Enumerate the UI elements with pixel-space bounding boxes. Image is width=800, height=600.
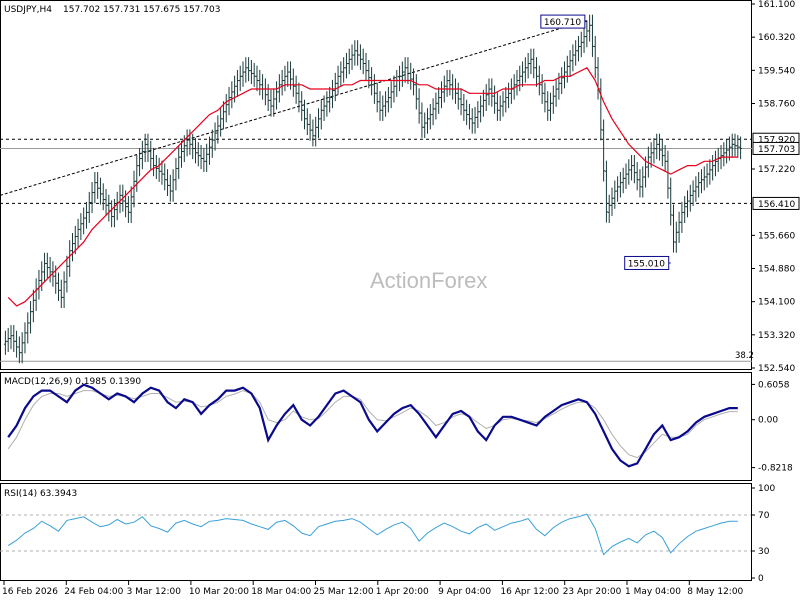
rsi-line bbox=[7, 513, 738, 556]
rsi-axis-label-1: 70 bbox=[758, 511, 770, 521]
price-axis-label-2: 159.540 bbox=[758, 66, 795, 76]
macd-layer bbox=[7, 383, 738, 468]
price-annotation-0: 160.710 bbox=[544, 18, 581, 28]
macd-axis-label-1: 0.00 bbox=[758, 416, 778, 426]
price-axis-highlight-box-2 bbox=[752, 196, 800, 210]
macd-signal-line bbox=[7, 390, 738, 459]
ohlc-header: 157.702 157.731 157.675 157.703 bbox=[63, 5, 220, 15]
price-axis-highlight-label-0: 157.920 bbox=[758, 136, 795, 146]
rsi-axis-label-3: 0 bbox=[758, 574, 764, 584]
macd-title: MACD(12,26,9) 0.1985 0.1390 bbox=[4, 377, 141, 387]
price-axis-label-8: 153.320 bbox=[758, 331, 795, 341]
x-axis-label-8: 16 Apr 12:00 bbox=[500, 587, 559, 597]
rsi-axis-label-2: 30 bbox=[758, 547, 770, 557]
x-axis-label-6: 1 Apr 20:00 bbox=[376, 587, 429, 597]
macd-axis-label-2: -0.8218 bbox=[758, 464, 793, 474]
price-axis-label-4: 157.220 bbox=[758, 165, 795, 175]
moving-average-line bbox=[7, 67, 738, 307]
fib-label: 38.2 bbox=[735, 351, 754, 361]
price-axis-label-3: 158.760 bbox=[758, 100, 795, 110]
rsi-axis-label-0: 100 bbox=[758, 484, 775, 494]
x-axis-label-1: 24 Feb 04:00 bbox=[64, 587, 123, 597]
x-axis-label-7: 9 Apr 04:00 bbox=[438, 587, 491, 597]
x-axis-label-5: 25 Mar 12:00 bbox=[314, 587, 374, 597]
x-axis-label-10: 1 May 04:00 bbox=[625, 587, 681, 597]
x-axis-label-9: 23 Apr 20:00 bbox=[563, 587, 622, 597]
price-axis-highlight-box-1 bbox=[752, 141, 800, 155]
x-axis-label-0: 16 Feb 2026 bbox=[2, 587, 58, 597]
price-annotation-1: 155.010 bbox=[628, 259, 665, 269]
price-axis-label-9: 152.540 bbox=[758, 364, 795, 374]
price-axis-label-5: 155.660 bbox=[758, 231, 795, 241]
symbol-header: USDJPY,H4 bbox=[4, 5, 52, 15]
rsi-title: RSI(14) 63.3943 bbox=[4, 489, 77, 499]
trendline bbox=[0, 20, 587, 196]
price-axis-highlight-label-1: 157.703 bbox=[758, 145, 795, 155]
rsi-layer bbox=[0, 513, 752, 556]
price-axis-highlight-label-2: 156.410 bbox=[758, 200, 795, 210]
x-axis-label-3: 10 Mar 20:00 bbox=[189, 587, 249, 597]
macd-panel-frame bbox=[0, 372, 752, 481]
price-axis-label-7: 154.100 bbox=[758, 298, 795, 308]
price-axis-label-0: 161.100 bbox=[758, 0, 795, 10]
macd-axis-label-0: 0.6058 bbox=[758, 380, 790, 390]
x-axis-label-11: 8 May 12:00 bbox=[687, 587, 743, 597]
price-layer: 38.2 160.710 155.010 bbox=[0, 14, 754, 364]
watermark: ActionForex bbox=[370, 268, 487, 293]
rsi-panel-frame bbox=[0, 483, 752, 581]
price-axis-label-1: 160.320 bbox=[758, 33, 795, 43]
x-axis-label-2: 3 Mar 12:00 bbox=[127, 587, 182, 597]
price-panel-frame bbox=[0, 0, 752, 370]
x-axis-label-4: 18 Mar 04:00 bbox=[251, 587, 311, 597]
macd-line bbox=[7, 383, 738, 468]
price-axis-label-6: 154.880 bbox=[758, 264, 795, 274]
